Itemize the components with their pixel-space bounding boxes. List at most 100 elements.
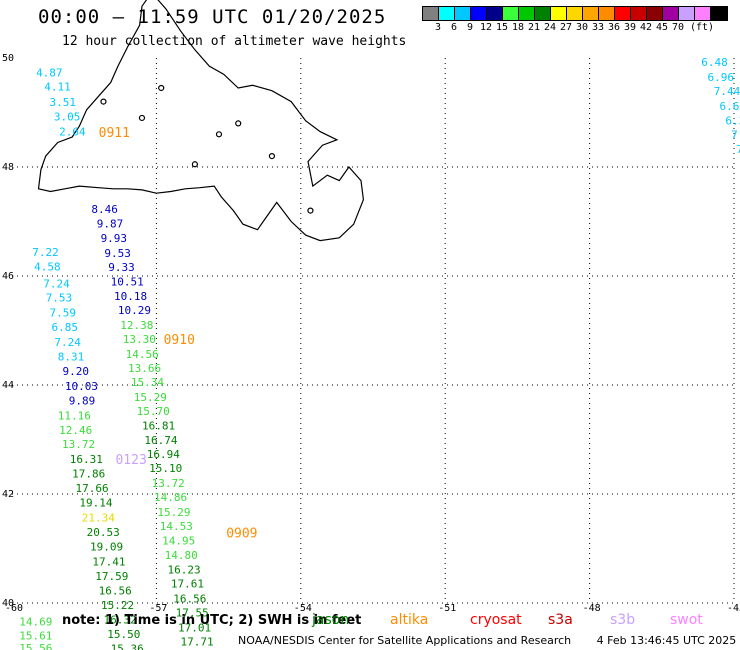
coastal-island: [100, 98, 107, 105]
legend-label: 27: [559, 22, 573, 33]
newfoundland-coast: [37, 0, 365, 242]
legend-swatch: [439, 7, 455, 20]
wave-height-value: 15.50: [107, 628, 140, 641]
page-subtitle: 12 hour collection of altimeter wave hei…: [62, 34, 407, 49]
wave-height-value: 15.10: [149, 462, 182, 475]
legend-swatch: [631, 7, 647, 20]
coastal-island: [307, 207, 314, 214]
wave-height-value: 13.66: [128, 362, 161, 375]
wave-height-value: 8.31: [58, 350, 85, 363]
coastal-island: [158, 84, 165, 92]
wave-height-value: 3.51: [50, 96, 77, 109]
lat-tick-label: 44: [2, 380, 14, 391]
legend-label: 15: [495, 22, 509, 33]
pass-time-label: 0911: [99, 126, 130, 141]
legend-swatch: [455, 7, 471, 20]
wave-height-value: 19.09: [90, 541, 123, 554]
map-note: note: 1) Time is in UTC; 2) SWH is in fe…: [62, 613, 362, 628]
legend-swatch: [535, 7, 551, 20]
legend-swatch: [423, 7, 439, 20]
wave-height-value: 15.22: [101, 599, 134, 612]
wave-height-value: 4.87: [36, 67, 63, 80]
wave-height-value: 14.95: [162, 535, 195, 548]
lon-tick-label: -45: [727, 603, 740, 614]
satellite-altika: altika: [390, 612, 429, 628]
wave-height-value: 17.66: [76, 482, 109, 495]
wave-height-value: 19.14: [79, 497, 112, 510]
legend-swatch: [679, 7, 695, 20]
wave-height-value: 17.61: [171, 578, 204, 591]
lon-tick-label: -57: [149, 603, 167, 614]
wave-height-value: 13.72: [152, 477, 185, 490]
legend-label: 9: [466, 22, 474, 33]
wave-height-value: 10.03: [65, 380, 98, 393]
lon-tick-label: -54: [294, 603, 312, 614]
wave-height-value: 15.61: [19, 630, 52, 643]
wave-height-value: 12.46: [59, 424, 92, 437]
wave-height-value: 16.23: [167, 564, 200, 577]
wave-height-value: 6.85: [51, 321, 77, 334]
wave-height-value: 14.56: [126, 348, 159, 361]
wave-height-value: 7.59: [50, 306, 77, 319]
coastal-island: [235, 120, 242, 127]
pass-time-label: 0123: [115, 453, 146, 468]
wave-height-value: 7.24: [54, 336, 81, 349]
wave-height-value: 17.59: [95, 570, 128, 583]
legend-labels: 3 6 9 12 15 18 21 24 27 30 33 36 39 42 45 70 (ft): [422, 21, 728, 35]
legend-swatch: [503, 7, 519, 20]
wave-height-value: 16.56: [173, 592, 206, 605]
lat-tick-label: 40: [2, 598, 14, 609]
legend-label: 39: [623, 22, 637, 33]
footer: NOAA/NESDIS Center for Satellite Applica…: [238, 634, 740, 647]
wave-height-value: 7.53: [46, 292, 72, 305]
wave-height-tracks: 4.874.11 3.51 3.052.64 6.48 6.967.44 6.626.35…: [19, 56, 740, 650]
wave-height-value: 6.62: [720, 100, 740, 113]
lon-tick-label: -51: [438, 603, 456, 614]
legend-label: 3: [434, 22, 442, 33]
wave-height-value: 15.34: [131, 376, 164, 389]
wave-height-value: 10.51: [111, 275, 144, 288]
satellite-s3b: s3b: [610, 612, 636, 628]
wave-height-value: 7.14: [736, 143, 740, 156]
wave-height-value: 9.33: [108, 261, 134, 274]
lat-tick-label: 46: [2, 271, 14, 282]
wave-height-value: 14.69: [19, 615, 52, 628]
wave-height-value: 7.44: [714, 85, 740, 98]
wave-height-value: 16.74: [144, 434, 177, 447]
wave-height-value: 16.94: [147, 448, 180, 461]
legend-swatch: [471, 7, 487, 20]
wave-height-value: 2.64: [59, 125, 86, 138]
wave-height-value: 16.81: [142, 420, 175, 433]
legend-swatch: [647, 7, 663, 20]
wave-height-legend: 3 6 9 12 15 18 21 24 27 30 33 36 39 42 45 70 (ft): [422, 6, 728, 35]
wave-height-value: 15.36: [111, 643, 144, 650]
wave-height-value: 17.41: [92, 555, 125, 568]
wave-height-value: 15.56: [19, 642, 52, 650]
legend-label: 45: [655, 22, 669, 33]
pass-time-label: 0909: [226, 527, 257, 542]
wave-height-value: 15.29: [134, 391, 167, 404]
wave-height-value: 13.72: [62, 438, 95, 451]
legend-label: (ft): [689, 22, 715, 33]
legend-label: 42: [639, 22, 653, 33]
coastline: [37, 0, 365, 242]
wave-height-value: 14.86: [154, 491, 187, 504]
wave-height-value: 6.35: [725, 114, 740, 127]
wave-height-value: 7.35: [731, 129, 740, 142]
legend-swatch: [519, 7, 535, 20]
coastal-island: [191, 161, 199, 168]
wave-height-value: 3.05: [54, 111, 81, 124]
legend-swatch: [487, 7, 503, 20]
wave-height-value: 9.20: [63, 365, 90, 378]
legend-swatch: [583, 7, 599, 20]
footer-org: NOAA/NESDIS Center for Satellite Applica…: [238, 634, 572, 647]
pass-labels: 0911091001230909090806070122: [60, 126, 277, 650]
satellite-jason: jason: [312, 612, 350, 628]
lat-tick-label: 42: [2, 489, 14, 500]
wave-height-value: 4.58: [34, 261, 61, 274]
wave-height-value: 7.22: [32, 246, 59, 259]
wave-height-value: 4.11: [44, 81, 70, 94]
legend-color-bar: [422, 6, 728, 21]
wave-height-value: 7.24: [43, 277, 70, 290]
